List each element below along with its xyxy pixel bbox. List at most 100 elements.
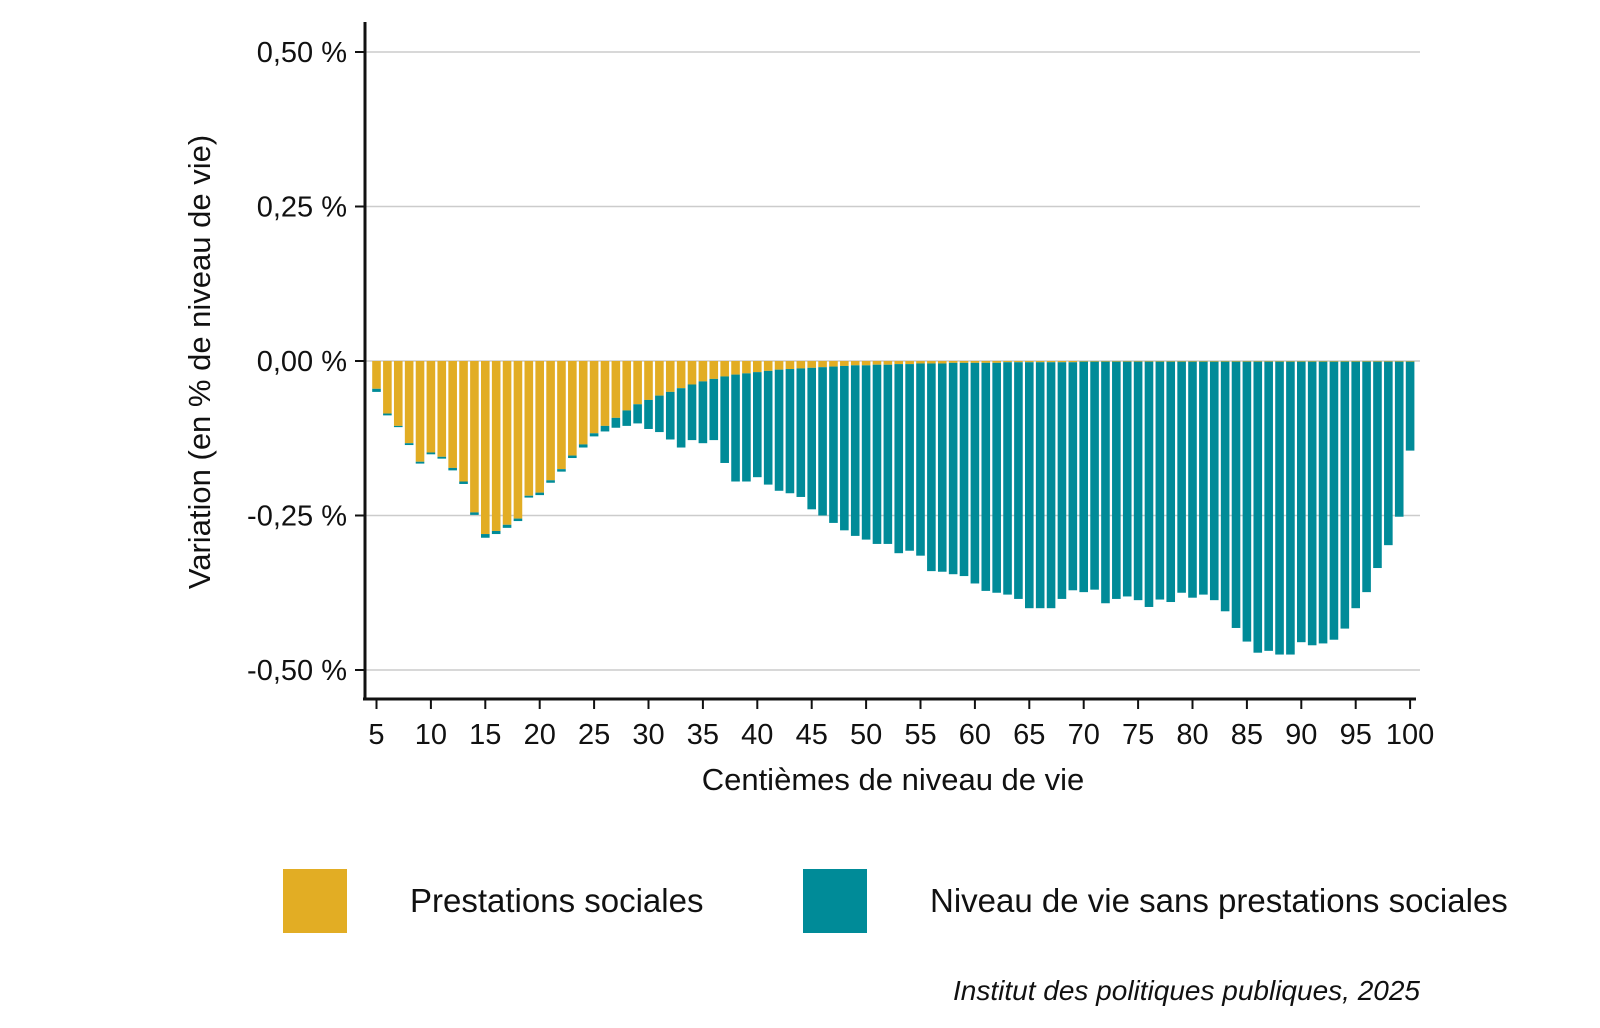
bar-prestations (437, 361, 447, 457)
bar-niveau-de-vie (1351, 361, 1360, 609)
bar-prestations (1014, 361, 1023, 363)
bar-prestations (578, 361, 588, 445)
bar-niveau-de-vie (927, 363, 936, 572)
bar-prestations (1373, 361, 1382, 362)
bar-niveau-de-vie (742, 373, 751, 482)
bar-prestations (1025, 361, 1034, 363)
bar-niveau-de-vie (785, 369, 795, 494)
x-tick-label: 85 (1231, 719, 1263, 751)
bar-prestations (393, 361, 403, 426)
bar-prestations (372, 361, 381, 389)
bar-prestations (1231, 361, 1241, 362)
bar-prestations (1384, 361, 1393, 362)
bar-prestations (872, 361, 882, 365)
x-tick-label: 60 (959, 719, 991, 751)
bar-prestations (622, 361, 632, 411)
bar-niveau-de-vie (655, 395, 664, 433)
bar-niveau-de-vie (1220, 361, 1230, 612)
bar-niveau-de-vie (481, 534, 490, 538)
bar-prestations (916, 361, 925, 364)
bar-niveau-de-vie (524, 495, 534, 498)
bar-prestations (1209, 361, 1219, 362)
bar-niveau-de-vie (698, 381, 708, 444)
bar-niveau-de-vie (992, 362, 1001, 593)
bar-niveau-de-vie (1286, 361, 1295, 655)
x-tick-label: 90 (1285, 719, 1317, 751)
bar-niveau-de-vie (1133, 361, 1143, 601)
x-tick-label: 55 (904, 719, 936, 751)
bar-prestations (1144, 361, 1154, 362)
bar-niveau-de-vie (709, 378, 719, 441)
bar-niveau-de-vie (1209, 361, 1219, 601)
bar-prestations (861, 361, 871, 366)
bar-prestations (513, 361, 523, 519)
x-tick-label: 35 (687, 719, 719, 751)
bar-prestations (546, 361, 555, 481)
bar-niveau-de-vie (818, 367, 827, 516)
bar-prestations (687, 361, 697, 385)
bar-prestations (1188, 361, 1197, 362)
y-tick-label: 0,50 % (257, 37, 347, 69)
bar-niveau-de-vie (383, 413, 392, 416)
source-caption: Institut des politiques publiques, 2025 (953, 975, 1420, 1006)
bar-niveau-de-vie (665, 391, 675, 440)
bar-prestations (807, 361, 816, 368)
bar-niveau-de-vie (883, 364, 893, 544)
bar-prestations (1046, 361, 1056, 363)
bar-niveau-de-vie (676, 388, 686, 448)
bar-niveau-de-vie (1177, 361, 1186, 593)
bar-prestations (753, 361, 762, 373)
bar-niveau-de-vie (372, 388, 381, 392)
bar-prestations (829, 361, 838, 367)
bar-niveau-de-vie (1014, 362, 1023, 599)
bar-niveau-de-vie (589, 433, 599, 437)
bars (372, 361, 1415, 655)
bar-prestations (426, 361, 436, 453)
bar-niveau-de-vie (753, 372, 762, 478)
bar-niveau-de-vie (916, 363, 925, 556)
bar-prestations (557, 361, 566, 470)
bar-prestations (850, 361, 860, 366)
bar-prestations (1199, 361, 1208, 362)
bar-prestations (1329, 361, 1339, 362)
y-ticks: 0,50 % 0,25 % 0,00 % -0,25 % -0,50 % (247, 37, 365, 687)
bar-prestations (404, 361, 414, 444)
x-tick-label: 45 (796, 719, 828, 751)
bar-niveau-de-vie (611, 417, 621, 428)
bar-niveau-de-vie (1242, 361, 1252, 642)
bar-niveau-de-vie (426, 452, 436, 455)
bar-niveau-de-vie (437, 456, 447, 459)
bar-niveau-de-vie (633, 404, 642, 424)
y-tick-label: 0,00 % (257, 346, 347, 378)
bar-niveau-de-vie (840, 365, 849, 531)
bar-prestations (1318, 361, 1328, 362)
bar-niveau-de-vie (1003, 362, 1012, 595)
bar-niveau-de-vie (1101, 361, 1110, 604)
bar-niveau-de-vie (1405, 361, 1415, 451)
bar-prestations (992, 361, 1001, 363)
bar-prestations (611, 361, 621, 418)
x-tick-label: 30 (632, 719, 664, 751)
bar-prestations (937, 361, 947, 364)
bar-prestations (1275, 361, 1284, 362)
bar-niveau-de-vie (622, 410, 632, 426)
bar-niveau-de-vie (415, 461, 425, 464)
bar-prestations (698, 361, 708, 382)
bar-prestations (742, 361, 751, 374)
x-tick-label: 80 (1176, 719, 1208, 751)
bar-prestations (970, 361, 980, 363)
bar-niveau-de-vie (1090, 361, 1099, 590)
x-tick-label: 100 (1386, 719, 1434, 751)
bar-prestations (502, 361, 512, 525)
bar-niveau-de-vie (502, 524, 512, 528)
bar-niveau-de-vie (546, 480, 555, 483)
bar-prestations (774, 361, 784, 370)
bar-niveau-de-vie (1155, 361, 1165, 600)
bar-niveau-de-vie (850, 365, 860, 536)
bar-prestations (1101, 361, 1110, 362)
bar-prestations (927, 361, 936, 364)
bar-niveau-de-vie (1394, 361, 1404, 517)
bar-prestations (1133, 361, 1143, 362)
bar-niveau-de-vie (578, 444, 588, 448)
